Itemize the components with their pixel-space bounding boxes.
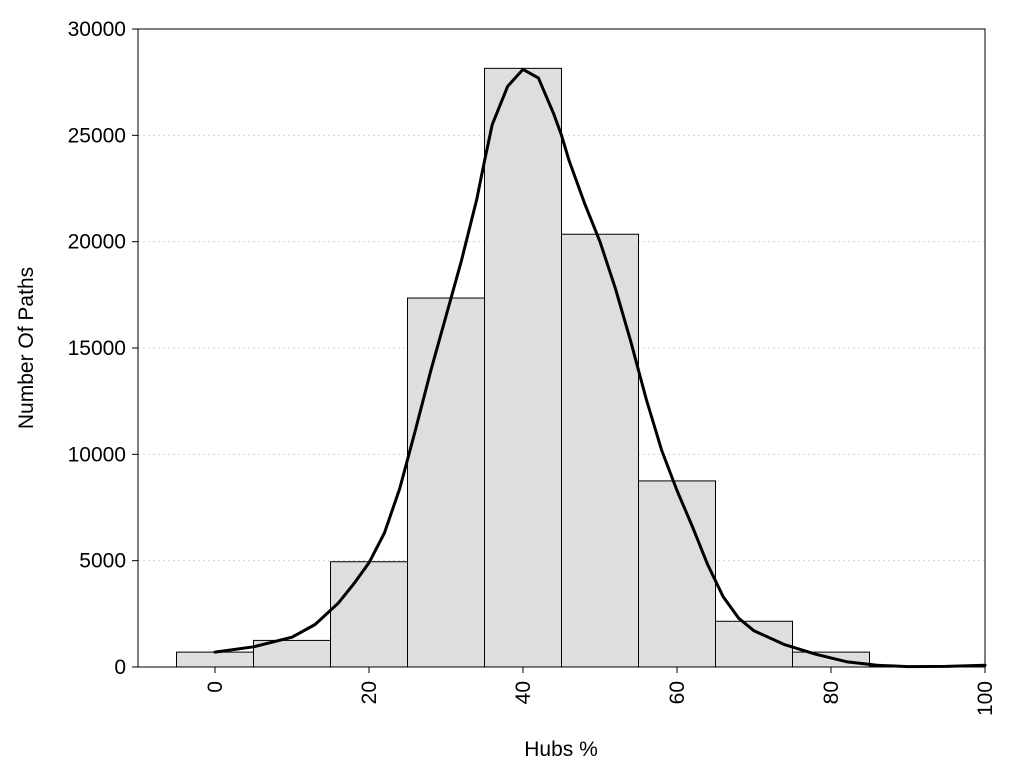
density-curve-line [213,67,987,669]
density-curve [213,67,987,669]
x-axis-label: Hubs % [524,738,598,761]
histogram-bar-3 [407,297,485,668]
x-tick-label-4: 80 [820,681,843,704]
x-tick-label-5: 100 [974,681,997,716]
y-tick-label-5: 25000 [68,124,126,147]
y-tick-label-2: 10000 [68,443,126,466]
histogram-bar-0 [176,651,254,668]
x-tick-label-1: 20 [358,681,381,704]
y-tick-label-1: 5000 [79,550,126,573]
histogram-bar-5 [561,233,639,668]
histogram-bar-6 [638,480,716,668]
histogram-bar-8 [792,651,870,668]
y-tick-label-3: 15000 [68,337,126,360]
y-axis-ticks: 0 5000 10000 15000 20000 25000 30000 [68,18,138,679]
y-tick-label-0: 0 [114,656,126,679]
histogram-bar-4 [484,67,562,668]
x-tick-label-0: 0 [204,681,227,693]
grid-lines [138,134,985,562]
histogram-bars [176,67,986,668]
histogram-bar-2 [330,561,408,668]
x-tick-label-2: 40 [512,681,535,704]
y-tick-label-4: 20000 [68,231,126,254]
y-axis-label: Number Of Paths [15,267,38,429]
x-tick-label-3: 60 [666,681,689,704]
x-axis-ticks: 0 20 40 60 80 100 [204,667,997,716]
y-tick-label-6: 30000 [68,18,126,41]
